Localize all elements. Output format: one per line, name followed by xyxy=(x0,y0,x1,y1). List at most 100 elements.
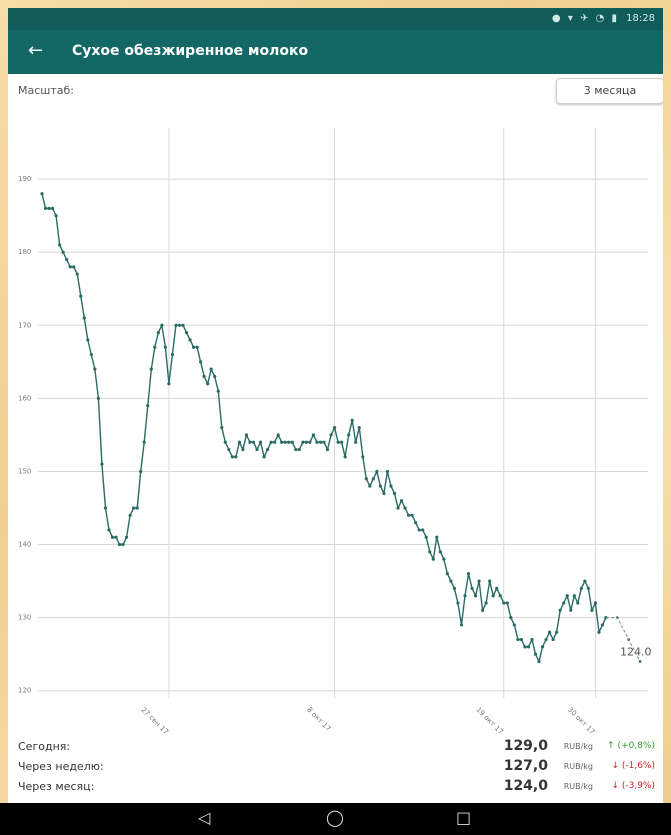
price-point xyxy=(354,440,358,444)
x-tick-label: 30 окт 17 xyxy=(566,706,596,736)
price-point xyxy=(103,506,108,510)
price-point xyxy=(509,616,513,620)
forecast-stats: Сегодня: 129,0 RUB/kg ↑ (+0,8%) Через неделю… xyxy=(8,738,663,798)
price-point xyxy=(523,645,527,649)
price-point xyxy=(470,586,474,590)
price-point xyxy=(399,499,404,503)
price-point xyxy=(269,440,273,444)
price-point xyxy=(82,316,86,320)
forecast-line xyxy=(606,617,641,662)
price-point xyxy=(223,440,227,444)
price-point xyxy=(551,637,555,642)
price-point xyxy=(174,323,178,327)
price-point xyxy=(68,265,72,269)
price-point xyxy=(442,557,446,561)
stat-value: 129,0 xyxy=(503,738,548,754)
price-point xyxy=(325,447,330,452)
price-point xyxy=(216,389,220,393)
range-select-button[interactable]: 3 месяца xyxy=(556,78,663,104)
stat-change: ↑ (+0,8%) xyxy=(607,741,655,751)
price-point xyxy=(498,594,502,598)
price-point xyxy=(428,550,432,554)
price-point xyxy=(114,535,118,539)
price-point xyxy=(590,608,594,612)
price-point xyxy=(227,447,231,452)
price-point xyxy=(209,367,213,371)
price-point xyxy=(445,572,449,576)
price-point xyxy=(89,352,93,357)
stat-change: ↓ (-1,6%) xyxy=(611,761,655,771)
price-point xyxy=(206,382,210,386)
price-point xyxy=(579,586,583,590)
nav-back-icon[interactable]: ◁ xyxy=(198,808,211,827)
price-point xyxy=(537,659,541,664)
price-point xyxy=(121,542,125,547)
price-point xyxy=(336,440,340,444)
price-point xyxy=(562,601,566,605)
stat-label: Сегодня: xyxy=(18,740,71,753)
price-point xyxy=(565,594,569,598)
price-point xyxy=(512,623,516,627)
price-point xyxy=(213,374,217,379)
stat-row: Сегодня: 129,0 RUB/kg ↑ (+0,8%) xyxy=(8,738,663,758)
price-point xyxy=(361,455,365,459)
price-point xyxy=(407,513,411,517)
price-point xyxy=(177,323,182,327)
price-point xyxy=(273,440,277,444)
price-point xyxy=(153,345,157,349)
nav-recents-icon[interactable]: □ xyxy=(456,808,472,827)
price-point xyxy=(318,440,323,444)
price-point xyxy=(593,601,598,605)
price-point xyxy=(280,440,284,444)
price-point xyxy=(403,506,407,510)
price-point xyxy=(368,484,372,488)
stat-label: Через месяц: xyxy=(18,780,95,793)
price-point xyxy=(107,528,111,532)
x-tick-label: 27 сен 17 xyxy=(139,706,169,736)
nav-home-icon[interactable]: ◯ xyxy=(326,808,344,827)
status-time: 18:28 xyxy=(626,13,655,24)
price-point xyxy=(262,455,266,459)
price-point xyxy=(481,608,485,612)
price-point xyxy=(449,579,453,583)
price-point xyxy=(75,272,79,276)
price-point xyxy=(347,433,351,437)
price-point xyxy=(276,433,280,437)
price-point xyxy=(576,601,580,605)
price-point xyxy=(555,630,559,634)
price-point xyxy=(149,367,153,371)
price-point xyxy=(79,294,83,298)
y-tick-label: 160 xyxy=(18,394,31,402)
price-chart: 120 130 140 150 160 170 180 190 27 сен 17 8 окт 1… xyxy=(18,128,652,736)
price-point xyxy=(96,396,100,400)
price-point xyxy=(54,214,58,218)
price-point xyxy=(572,594,576,598)
price-point xyxy=(435,535,439,539)
price-point xyxy=(128,513,132,517)
price-point xyxy=(375,469,379,474)
price-point xyxy=(484,601,488,605)
back-arrow-icon[interactable]: ← xyxy=(28,40,44,61)
price-point xyxy=(258,440,263,444)
price-point xyxy=(170,352,175,357)
stat-unit: RUB/kg xyxy=(563,742,593,751)
price-point xyxy=(139,469,143,474)
stat-row: Через неделю: 127,0 RUB/kg ↓ (-1,6%) xyxy=(8,758,663,778)
price-point xyxy=(600,623,605,627)
price-point xyxy=(417,528,421,532)
price-point xyxy=(322,440,326,444)
price-point xyxy=(459,623,464,627)
price-point xyxy=(516,637,520,642)
price-point xyxy=(110,535,115,539)
y-tick-label: 120 xyxy=(18,687,31,695)
price-point xyxy=(343,455,347,459)
price-point xyxy=(456,601,460,605)
price-point xyxy=(477,579,481,583)
price-point xyxy=(519,637,523,642)
price-point xyxy=(332,426,337,430)
price-point xyxy=(350,418,354,422)
price-point xyxy=(502,601,506,605)
price-point xyxy=(244,433,249,437)
price-point xyxy=(311,433,316,437)
price-point xyxy=(156,331,160,335)
